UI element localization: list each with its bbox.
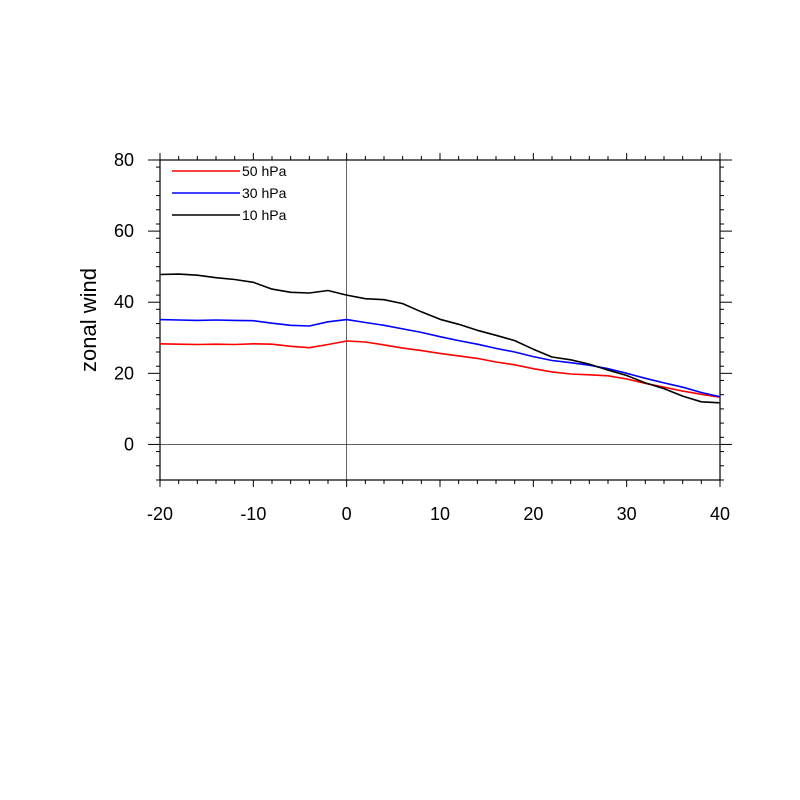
x-tick-label: 30 — [617, 504, 637, 524]
y-tick-label: 40 — [114, 292, 134, 312]
x-tick-label: -20 — [147, 504, 173, 524]
x-tick-label: 10 — [430, 504, 450, 524]
series-line-50-hpa — [159, 340, 721, 398]
axes: -20 -10 0 10 20 30 40 0 20 40 60 80 — [114, 150, 732, 524]
legend-label: 10 hPa — [242, 207, 287, 223]
series-lines — [159, 273, 721, 404]
y-tick-label: 0 — [124, 434, 134, 454]
x-tick-label: 40 — [710, 504, 730, 524]
series-line-10-hpa — [159, 273, 721, 404]
x-tick-label: 20 — [523, 504, 543, 524]
series-line-30-hpa — [159, 318, 721, 398]
legend-label: 50 hPa — [242, 163, 287, 179]
y-axis-title: zonal wind — [76, 268, 101, 372]
x-tick-label: 0 — [342, 504, 352, 524]
legend-label: 30 hPa — [242, 185, 287, 201]
legend: 50 hPa 30 hPa 10 hPa — [172, 163, 287, 223]
y-tick-label: 20 — [114, 363, 134, 383]
x-tick-label: -10 — [240, 504, 266, 524]
y-tick-label: 60 — [114, 221, 134, 241]
y-tick-label: 80 — [114, 150, 134, 170]
